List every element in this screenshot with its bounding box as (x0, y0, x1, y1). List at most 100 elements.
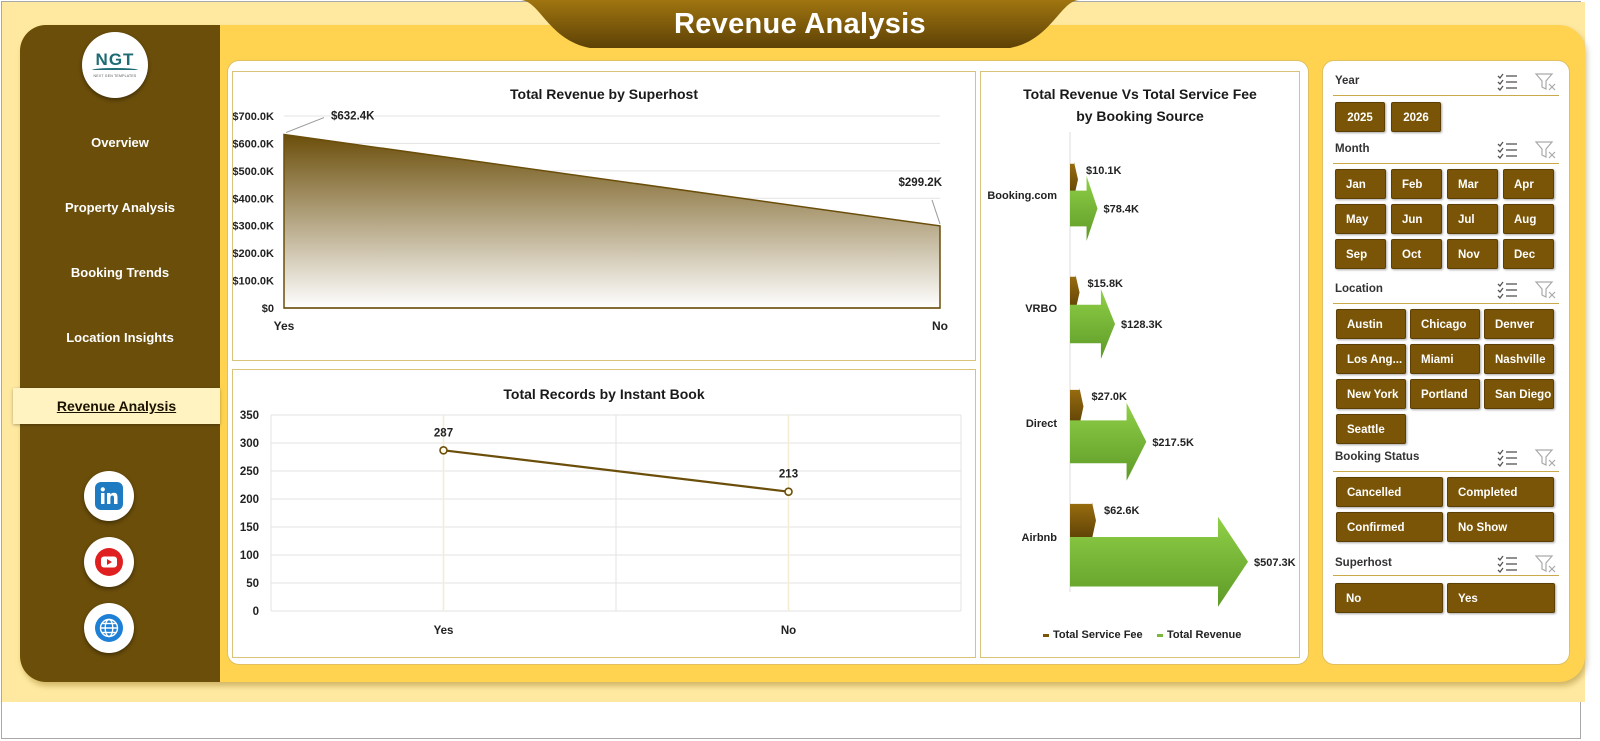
data-label-leader (931, 199, 941, 225)
logo-subtext: NEXT GEN TEMPLATES (93, 74, 137, 78)
multi-select-icon[interactable] (1497, 73, 1519, 91)
slicer-location-portland[interactable]: Portland (1410, 379, 1480, 409)
slicer-title-booking-status: Booking Status (1335, 451, 1420, 463)
revenue-data-label: $78.4K (1104, 204, 1140, 216)
slicer-month-aug[interactable]: Aug (1503, 204, 1554, 234)
slicer-month-apr[interactable]: Apr (1503, 169, 1554, 199)
slicer-divider (1333, 471, 1559, 472)
slicer-divider (1333, 303, 1559, 304)
data-point (439, 445, 448, 455)
data-label-leader (285, 117, 325, 134)
revenue-bar (1070, 516, 1248, 607)
slicer-month-may[interactable]: May (1335, 204, 1386, 234)
slicer-year-2025[interactable]: 2025 (1335, 102, 1385, 132)
multi-select-icon[interactable] (1497, 555, 1519, 573)
slicer-status-completed[interactable]: Completed (1447, 477, 1554, 507)
fee-data-label: $62.6K (1104, 505, 1140, 517)
slicer-title-year: Year (1335, 75, 1360, 87)
slicer-month-dec[interactable]: Dec (1503, 239, 1554, 269)
slicer-location-chicago[interactable]: Chicago (1410, 309, 1480, 339)
revenue-bar (1070, 402, 1147, 481)
slicer-status-cancelled[interactable]: Cancelled (1336, 477, 1443, 507)
line-series (443, 449, 789, 493)
data-label: $632.4K (331, 111, 375, 123)
page-header: Revenue Analysis (520, 0, 1080, 52)
slicer-year-2026[interactable]: 2026 (1391, 102, 1441, 132)
slicer-superhost-no[interactable]: No (1335, 583, 1443, 613)
globe-icon (95, 614, 123, 642)
y-tick-label: 200 (240, 494, 259, 506)
chart-title: Total Records by Instant Book (503, 386, 705, 402)
sidebar-item-property-analysis[interactable]: Property Analysis (64, 200, 176, 215)
slicer-location-miami[interactable]: Miami (1410, 344, 1480, 374)
slicer-divider (1333, 575, 1559, 576)
linkedin-button[interactable] (84, 471, 134, 521)
slicer-divider (1333, 163, 1559, 164)
slicer-title-month: Month (1335, 143, 1370, 155)
slicer-location-san-diego[interactable]: San Diego (1484, 379, 1554, 409)
clear-filter-icon[interactable] (1535, 555, 1557, 573)
slicer-month-nov[interactable]: Nov (1447, 239, 1498, 269)
slicer-title-superhost: Superhost (1335, 557, 1392, 569)
youtube-button[interactable] (84, 537, 134, 587)
slicer-superhost-yes[interactable]: Yes (1447, 583, 1555, 613)
slicer-month-mar[interactable]: Mar (1447, 169, 1498, 199)
y-tick-label: $600.0K (233, 138, 274, 150)
slicer-location-denver[interactable]: Denver (1484, 309, 1554, 339)
chart-records-by-instant-book: Total Records by Instant Book 0 50 100 150 2… (232, 369, 976, 658)
revenue-data-label: $217.5K (1152, 437, 1194, 449)
legend-label-service-fee: Total Service Fee (1053, 629, 1143, 641)
data-point (784, 487, 793, 497)
slicer-status-no-show[interactable]: No Show (1447, 512, 1554, 542)
y-tick-label: 150 (240, 522, 259, 534)
slicer-divider (1333, 95, 1559, 96)
y-tick-label: $100.0K (233, 276, 274, 288)
youtube-icon (95, 548, 123, 576)
slicer-location-los-angeles[interactable]: Los Ang... (1336, 344, 1406, 374)
filter-panel: Year 2025 2026 Month Jan Feb Mar Apr May… (1322, 60, 1570, 665)
slicer-month-sep[interactable]: Sep (1335, 239, 1386, 269)
clear-filter-icon[interactable] (1535, 141, 1557, 159)
sidebar-item-booking-trends[interactable]: Booking Trends (70, 265, 170, 280)
x-tick-label: No (781, 625, 796, 637)
slicer-location-seattle[interactable]: Seattle (1336, 414, 1406, 444)
bar-chart-svg: Booking.com $10.1K $78.4K VRBO $15.8K $128.3K… (987, 132, 1296, 641)
clear-filter-icon[interactable] (1535, 281, 1557, 299)
sidebar-item-location-insights[interactable]: Location Insights (66, 330, 174, 345)
revenue-data-label: $507.3K (1254, 557, 1296, 569)
slicer-location-nashville[interactable]: Nashville (1484, 344, 1554, 374)
slicer-month-jun[interactable]: Jun (1391, 204, 1442, 234)
area-series (283, 133, 941, 309)
slicer-month-jan[interactable]: Jan (1335, 169, 1386, 199)
y-tick-label: $0 (262, 303, 274, 315)
category-label: VRBO (1025, 303, 1057, 315)
y-tick-label: 50 (246, 578, 259, 590)
company-logo: NGT NEXT GEN TEMPLATES (82, 32, 148, 98)
service-fee-bar (1070, 502, 1096, 539)
clear-filter-icon[interactable] (1535, 449, 1557, 467)
slicer-location-austin[interactable]: Austin (1336, 309, 1406, 339)
slicer-month-jul[interactable]: Jul (1447, 204, 1498, 234)
fee-data-label: $10.1K (1086, 165, 1122, 177)
slicer-location-new-york[interactable]: New York (1336, 379, 1406, 409)
sidebar: NGT NEXT GEN TEMPLATES Overview Property… (20, 25, 220, 682)
data-label: 213 (779, 469, 798, 481)
y-tick-label: $500.0K (233, 166, 274, 178)
slicer-status-confirmed[interactable]: Confirmed (1336, 512, 1443, 542)
category-label: Direct (1026, 418, 1058, 430)
line-chart-svg: 0 50 100 150 200 250 300 350 287 Yes 213 No (240, 410, 962, 637)
linkedin-icon (95, 482, 123, 510)
x-tick-label: Yes (274, 319, 295, 333)
clear-filter-icon[interactable] (1535, 73, 1557, 91)
x-tick-label: Yes (434, 625, 454, 637)
sidebar-item-revenue-analysis[interactable]: Revenue Analysis (13, 388, 220, 424)
multi-select-icon[interactable] (1497, 449, 1519, 467)
multi-select-icon[interactable] (1497, 141, 1519, 159)
area-chart-svg: $0 $100.0K $200.0K $300.0K $400.0K $500.0K $60… (233, 111, 948, 333)
y-tick-label: 350 (240, 410, 259, 422)
sidebar-item-overview[interactable]: Overview (91, 135, 149, 150)
slicer-month-feb[interactable]: Feb (1391, 169, 1442, 199)
multi-select-icon[interactable] (1497, 281, 1519, 299)
website-button[interactable] (84, 603, 134, 653)
slicer-month-oct[interactable]: Oct (1391, 239, 1442, 269)
